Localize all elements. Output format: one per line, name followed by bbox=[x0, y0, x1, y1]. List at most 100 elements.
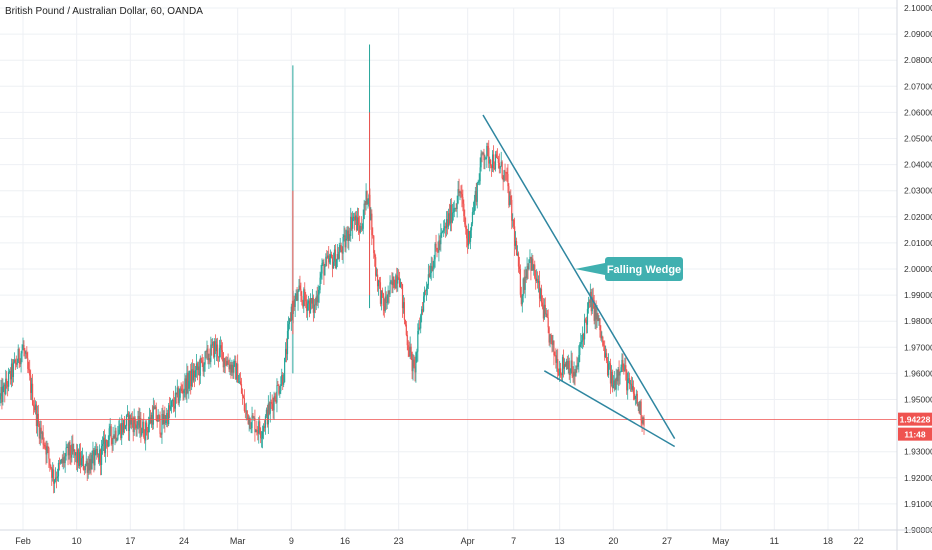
candle-body bbox=[209, 358, 211, 362]
x-tick-label: 18 bbox=[823, 536, 833, 546]
candle-body bbox=[41, 432, 43, 434]
candle-body bbox=[211, 344, 213, 346]
candle-body bbox=[247, 414, 249, 424]
candle-body bbox=[447, 213, 450, 227]
candle-body bbox=[52, 469, 54, 478]
candle-body bbox=[631, 386, 634, 390]
candle-body bbox=[525, 276, 527, 279]
candle-body bbox=[106, 441, 108, 447]
candle-body bbox=[606, 360, 609, 376]
candle-body bbox=[271, 402, 273, 404]
candle-body bbox=[68, 441, 70, 456]
candle-body bbox=[146, 431, 149, 433]
candle-body bbox=[600, 330, 602, 339]
trendline-lower[interactable] bbox=[543, 370, 676, 448]
candle-body bbox=[197, 366, 199, 371]
candle-body bbox=[6, 378, 8, 385]
candle-body bbox=[267, 403, 269, 425]
candle-body bbox=[397, 277, 399, 284]
candle-body bbox=[166, 413, 168, 422]
candle-body bbox=[280, 384, 282, 392]
candle-body bbox=[520, 294, 522, 305]
candle-body bbox=[637, 403, 639, 406]
candle-body bbox=[103, 437, 106, 454]
candle-body bbox=[76, 452, 78, 463]
callout-pointer[interactable] bbox=[575, 263, 605, 275]
candle-body bbox=[111, 438, 113, 445]
countdown-badge bbox=[898, 427, 932, 441]
candle-body bbox=[316, 296, 318, 303]
candle-body bbox=[465, 224, 467, 229]
candle-body bbox=[75, 452, 77, 456]
candle-body bbox=[62, 457, 64, 464]
candle-body bbox=[24, 351, 26, 354]
y-tick-label: 2.09000 bbox=[904, 29, 932, 39]
candle-body bbox=[469, 230, 472, 242]
candle-body bbox=[413, 359, 415, 367]
candle-body bbox=[214, 341, 216, 358]
candle-body bbox=[513, 220, 515, 227]
candle-body bbox=[99, 449, 101, 463]
candle-body bbox=[107, 439, 109, 447]
candle-body bbox=[384, 296, 386, 311]
candle-body bbox=[326, 256, 328, 258]
candle-body bbox=[543, 304, 545, 319]
candle-body bbox=[47, 446, 49, 449]
candle-body bbox=[538, 280, 541, 299]
candle-body bbox=[615, 377, 617, 390]
candle-body bbox=[552, 340, 554, 345]
y-tick-label: 2.10000 bbox=[904, 3, 932, 13]
candle-body bbox=[169, 406, 172, 410]
candle-body bbox=[617, 369, 619, 382]
candle-body bbox=[449, 204, 452, 224]
candle-body bbox=[187, 372, 189, 389]
candle-body bbox=[532, 258, 534, 271]
candle-body bbox=[616, 377, 618, 382]
candle-body bbox=[387, 290, 389, 303]
candle-body bbox=[246, 410, 248, 415]
candle-body bbox=[583, 334, 585, 340]
candle-body bbox=[442, 230, 444, 233]
candle-body bbox=[324, 266, 326, 276]
trendline-upper[interactable] bbox=[482, 114, 676, 440]
candle-body bbox=[378, 280, 381, 283]
candle-body bbox=[621, 359, 623, 368]
trendlines[interactable] bbox=[482, 114, 676, 448]
candle-body bbox=[313, 304, 315, 313]
candle-body bbox=[596, 313, 598, 320]
candle-body bbox=[196, 363, 199, 371]
candle-body bbox=[284, 348, 287, 358]
candle-body bbox=[444, 226, 446, 229]
candle-body bbox=[331, 257, 334, 269]
candle-body bbox=[451, 213, 453, 223]
candle-body bbox=[491, 165, 493, 169]
candle-body bbox=[168, 405, 170, 425]
candle-body bbox=[73, 449, 75, 452]
candle-body bbox=[200, 358, 202, 361]
candle-body bbox=[100, 449, 102, 465]
candle-body bbox=[603, 345, 605, 347]
candle-body bbox=[130, 417, 132, 425]
candle-body bbox=[454, 207, 456, 209]
candle-body bbox=[427, 274, 429, 286]
candle-body bbox=[115, 430, 117, 441]
candle-body bbox=[391, 281, 393, 286]
callout-box[interactable] bbox=[605, 257, 683, 281]
candle-body bbox=[519, 269, 521, 295]
candle-body bbox=[486, 146, 488, 158]
candle-body bbox=[159, 415, 161, 434]
candle-body bbox=[366, 191, 368, 205]
candle-body bbox=[561, 357, 564, 376]
candle-body bbox=[535, 277, 537, 282]
candle-body bbox=[604, 345, 606, 358]
candle-body bbox=[593, 300, 595, 321]
candle-body bbox=[635, 393, 637, 396]
candle-body bbox=[611, 371, 613, 389]
candle-body bbox=[78, 452, 81, 467]
candle-body bbox=[136, 425, 138, 429]
candle-body bbox=[157, 414, 159, 422]
candle-body bbox=[588, 301, 590, 303]
falling-wedge-callout[interactable]: Falling Wedge bbox=[575, 257, 683, 281]
